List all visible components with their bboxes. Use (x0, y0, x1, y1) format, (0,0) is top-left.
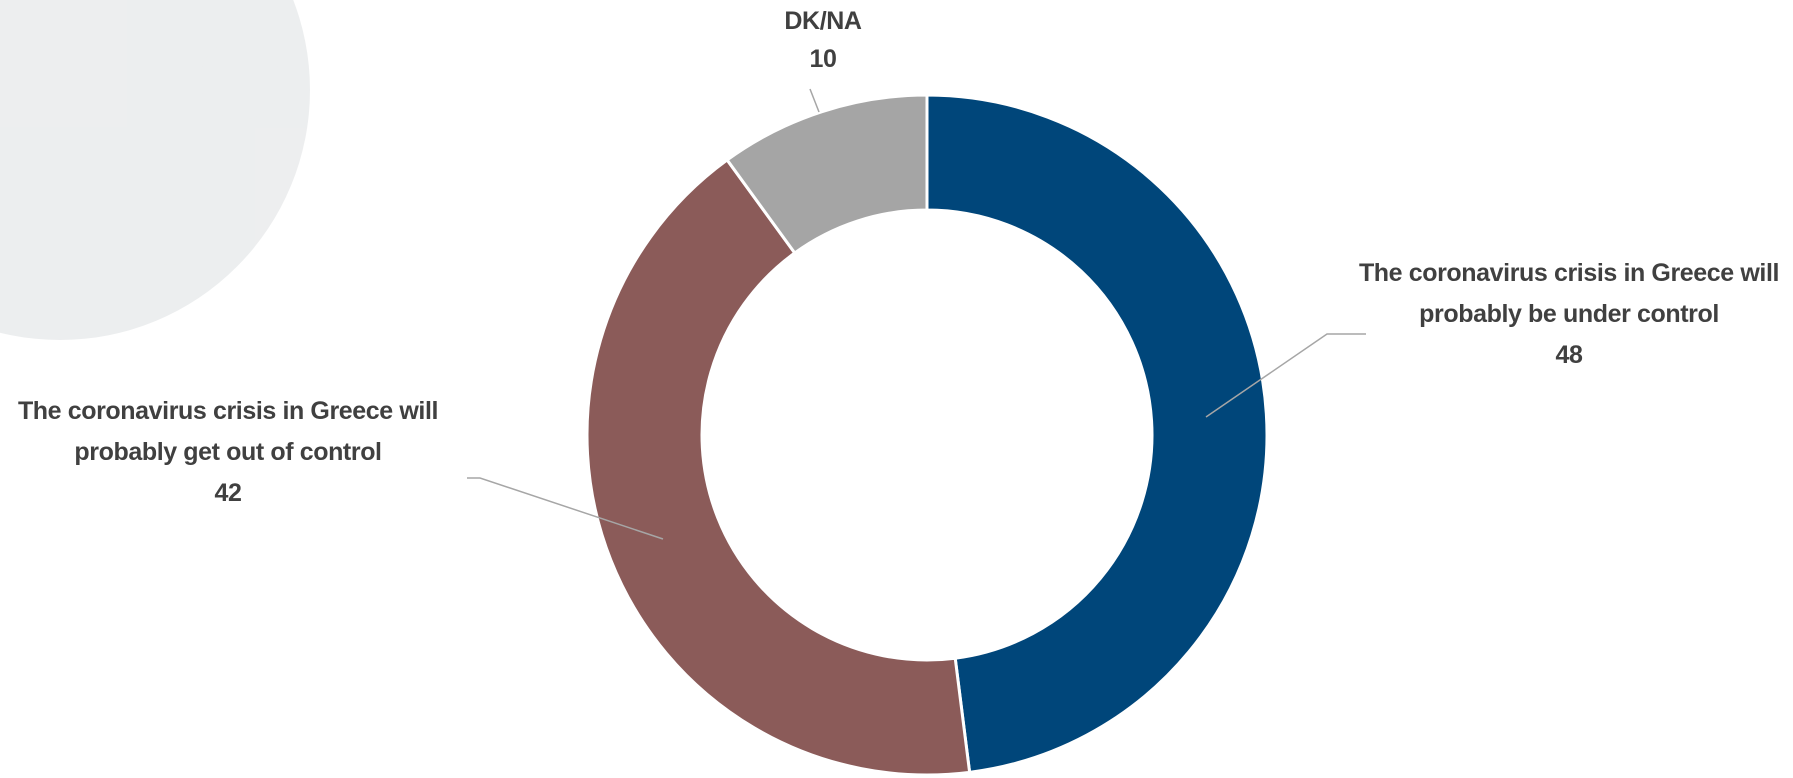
donut-slice (587, 160, 970, 775)
chart-canvas (0, 0, 1793, 778)
leader-line (810, 89, 819, 112)
category-label: The coronavirus crisis in Greece will pr… (0, 391, 468, 473)
value-label: 10 (703, 40, 943, 78)
value-label: 48 (1329, 335, 1793, 376)
slice-label: The coronavirus crisis in Greece will pr… (1329, 253, 1793, 376)
category-label: DK/NA (703, 2, 943, 40)
category-label: The coronavirus crisis in Greece will pr… (1329, 253, 1793, 335)
background-decoration (0, 0, 310, 340)
donut-slice (927, 95, 1267, 772)
chart: The coronavirus crisis in Greece will pr… (0, 0, 1793, 778)
value-label: 42 (0, 473, 468, 514)
slice-label: The coronavirus crisis in Greece will pr… (0, 391, 468, 514)
